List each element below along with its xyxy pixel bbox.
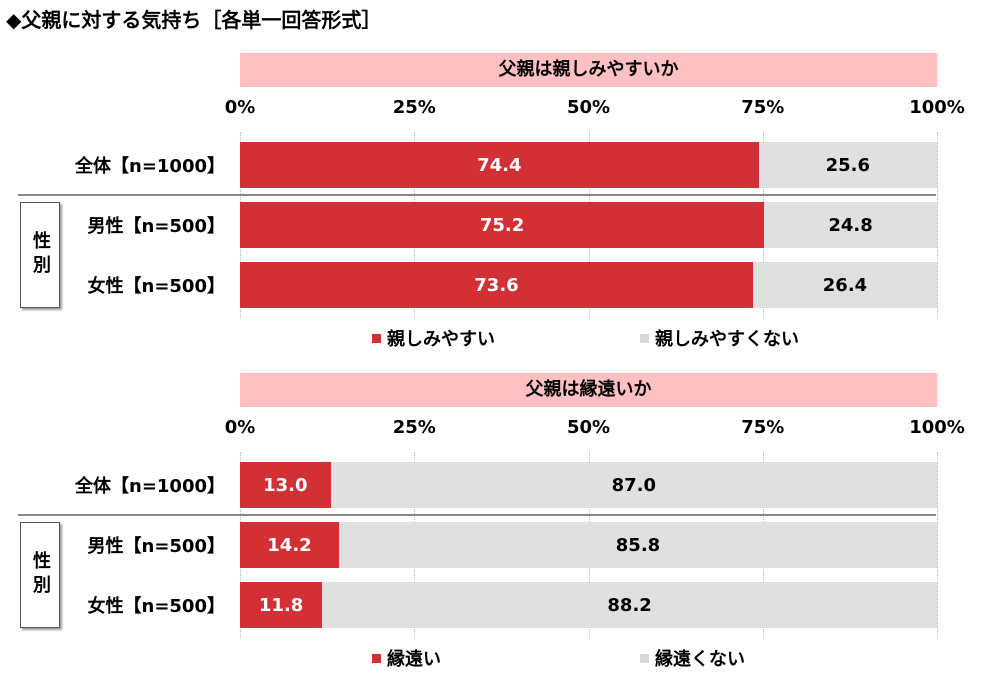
legend-label: 親しみやすくない (655, 329, 799, 350)
chart-title: 父親は親しみやすいか (240, 53, 937, 87)
legend-item: 縁遠い (372, 645, 441, 671)
legend-item: 親しみやすくない (640, 325, 799, 351)
data-label: 24.8 (828, 214, 873, 236)
axis-tick-label: 100% (909, 97, 965, 118)
bar-segment-negative: 88.2 (322, 582, 937, 628)
group-label-box: 性別 (20, 522, 60, 628)
legend-swatch-negative (640, 653, 649, 663)
data-label: 74.4 (477, 154, 522, 176)
bar-segment-positive: 73.6 (240, 262, 753, 308)
bar-segment-negative: 85.8 (338, 522, 937, 568)
bar-segment-negative: 26.4 (752, 262, 937, 308)
axis-tick-label: 100% (909, 417, 965, 438)
bar-row: 74.4 25.6 (240, 142, 937, 188)
group-label-box: 性別 (20, 202, 60, 308)
axis-tick-label: 25% (392, 417, 436, 438)
axis-tick-label: 0% (224, 417, 256, 438)
group-label: 性別 (30, 231, 51, 279)
bar-segment-positive: 74.4 (240, 142, 759, 188)
legend-item: 親しみやすい (372, 325, 495, 351)
gridline (937, 132, 938, 318)
bar-row: 75.2 24.8 (240, 202, 937, 248)
category-label: 男性【n=500】 (87, 536, 225, 557)
chart-title: 父親は縁遠いか (240, 373, 937, 407)
category-label: 男性【n=500】 (87, 216, 225, 237)
group-label: 性別 (30, 551, 51, 599)
data-label: 26.4 (822, 274, 868, 296)
data-label: 73.6 (474, 274, 519, 296)
bar-row: 14.2 85.8 (240, 522, 937, 568)
chart-panel-friendly: 父親は親しみやすいか 0% 25% 50% 75% 100% 74.4 25.6 75.2 24.… (0, 0, 1000, 350)
bar-segment-positive: 75.2 (240, 202, 765, 248)
data-label: 13.0 (263, 474, 308, 496)
bar-segment-negative: 24.8 (764, 202, 937, 248)
bar-segment-positive: 14.2 (240, 522, 339, 568)
axis-tick-label: 50% (566, 97, 611, 118)
data-label: 85.8 (615, 534, 661, 556)
legend-swatch-positive (372, 333, 381, 343)
bar-row: 11.8 88.2 (240, 582, 937, 628)
category-label: 全体【n=1000】 (75, 476, 225, 497)
data-label: 14.2 (267, 534, 312, 556)
gridline (937, 452, 938, 638)
legend-label: 縁遠くない (655, 649, 745, 670)
bar-segment-positive: 13.0 (240, 462, 331, 508)
chart-panel-distant: 父親は縁遠いか 0% 25% 50% 75% 100% 13.0 87.0 14.2 85.8 11… (0, 320, 1000, 670)
bar-segment-positive: 11.8 (240, 582, 323, 628)
bar-segment-negative: 87.0 (330, 462, 937, 508)
category-label: 女性【n=500】 (87, 276, 225, 297)
data-label: 88.2 (607, 594, 652, 616)
axis-tick-label: 25% (392, 97, 436, 118)
bar-segment-negative: 25.6 (758, 142, 937, 188)
data-label: 11.8 (258, 594, 304, 616)
legend-label: 親しみやすい (387, 329, 495, 350)
group-separator (18, 194, 936, 196)
data-label: 75.2 (479, 214, 525, 236)
category-label: 全体【n=1000】 (75, 156, 225, 177)
plot-area: 13.0 87.0 14.2 85.8 11.8 88.2 (240, 452, 938, 638)
legend-item: 縁遠くない (640, 645, 745, 671)
data-label: 87.0 (611, 474, 656, 496)
group-separator (18, 514, 936, 516)
legend-swatch-negative (640, 333, 649, 343)
legend-label: 縁遠い (387, 649, 441, 670)
data-label: 25.6 (825, 154, 870, 176)
axis-tick-label: 0% (224, 97, 256, 118)
plot-area: 74.4 25.6 75.2 24.8 73.6 26.4 (240, 132, 938, 318)
category-label: 女性【n=500】 (87, 596, 225, 617)
legend-swatch-positive (372, 653, 381, 663)
axis-tick-label: 75% (741, 417, 785, 438)
bar-row: 73.6 26.4 (240, 262, 937, 308)
axis-tick-label: 50% (566, 417, 611, 438)
bar-row: 13.0 87.0 (240, 462, 937, 508)
page-title: ◆父親に対する気持ち［各単一回答形式］ (6, 8, 382, 32)
axis-tick-label: 75% (741, 97, 785, 118)
